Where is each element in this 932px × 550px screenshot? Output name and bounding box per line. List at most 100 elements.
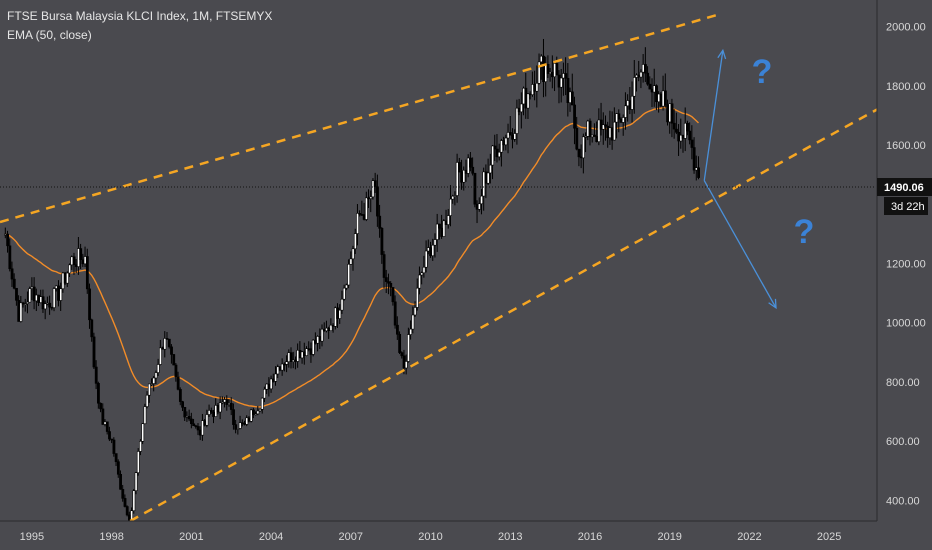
candle-body [690, 139, 694, 148]
candle-body [203, 420, 207, 426]
candle-body [528, 93, 532, 96]
candle-body [400, 352, 404, 357]
candle-body [455, 162, 459, 196]
candle-body [8, 245, 12, 270]
candle-body [453, 195, 457, 197]
candle-body [320, 328, 324, 342]
candle-body [105, 421, 109, 432]
channel-line-lower[interactable] [129, 108, 878, 523]
candle-body [260, 397, 264, 410]
candle-body [43, 303, 47, 310]
candle-body [46, 302, 49, 305]
candle-body [451, 195, 455, 200]
candle-body [635, 74, 638, 78]
candle-body [35, 294, 38, 302]
candle-body [469, 157, 472, 168]
candle-body [223, 399, 227, 403]
candle-body [446, 215, 450, 225]
ema-layer [5, 106, 699, 408]
time-axis-labels: 1995 1998 2001 2004 2007 2010 2013 2016 2019 2022… [20, 531, 842, 543]
candle-body [409, 328, 413, 335]
countdown-value: 3d 22h [891, 201, 925, 213]
candle-body [141, 423, 145, 442]
candle-body [26, 301, 29, 304]
candle-body [291, 359, 295, 362]
time-axis[interactable] [0, 521, 877, 550]
candle-body [670, 103, 674, 124]
candle-body [520, 103, 523, 113]
candle-body [431, 244, 435, 257]
candle-body [652, 85, 656, 93]
price-tick-label: 1600.00 [886, 140, 926, 152]
candle-body [152, 377, 156, 384]
candle-body [201, 420, 204, 436]
candle-body [438, 223, 441, 229]
candle-body [524, 87, 528, 109]
candle-body [52, 288, 56, 308]
candle-body [486, 172, 490, 184]
candle-body [604, 124, 607, 127]
candle-body [613, 121, 616, 141]
candle-body [632, 77, 636, 97]
candle-body [85, 256, 89, 290]
candle-body [302, 351, 306, 356]
candle-body [517, 107, 521, 113]
candle-body [205, 414, 209, 426]
candle-body [559, 77, 563, 88]
candle-body [309, 348, 313, 355]
candle-body [236, 428, 240, 430]
candle-body [209, 410, 213, 413]
candle-body [240, 422, 244, 424]
candle-body [539, 55, 543, 63]
candle-body [74, 264, 78, 267]
candle-body [413, 307, 417, 316]
candle-body [336, 307, 340, 319]
candle-body [294, 359, 297, 362]
candle-body [577, 148, 581, 158]
candle-body [482, 171, 486, 197]
candle-body [504, 137, 508, 146]
candle-body [358, 213, 362, 215]
candle-body [238, 422, 242, 429]
candle-body [546, 63, 550, 74]
candle-body [570, 91, 574, 106]
candle-body [566, 77, 570, 103]
candle-body [471, 166, 475, 174]
candle-body [92, 336, 96, 368]
candle-body [679, 134, 683, 142]
time-tick-label: 2004 [259, 531, 283, 543]
candle-body [28, 288, 32, 303]
candle-body [278, 366, 282, 371]
candle-body [81, 259, 85, 265]
projection-arrow-down[interactable] [703, 180, 777, 309]
candle-body [617, 113, 621, 120]
price-axis[interactable] [877, 0, 932, 550]
candle-body [692, 147, 696, 171]
candle-body [384, 277, 388, 282]
candle-body [639, 71, 643, 78]
candle-body [170, 346, 173, 355]
candle-body [347, 263, 351, 286]
candle-body [154, 372, 158, 379]
candle-body [17, 300, 21, 322]
candle-body [187, 416, 191, 420]
projection-arrow-up[interactable] [703, 50, 724, 181]
candle-body [247, 417, 251, 422]
candle-body [411, 314, 415, 330]
candle-body [229, 403, 233, 410]
candle-body [285, 361, 289, 365]
candle-body [123, 498, 127, 507]
candle-body [531, 84, 534, 95]
candle-body [641, 64, 645, 73]
candle-body [190, 418, 193, 425]
candle-body [4, 233, 7, 236]
time-tick-label: 2025 [817, 531, 841, 543]
candle-body [68, 264, 72, 274]
candle-body [287, 352, 291, 363]
candle-body [473, 172, 477, 205]
channel-line-upper[interactable] [0, 13, 718, 224]
candle-body [79, 248, 83, 261]
candle-body [265, 383, 269, 390]
